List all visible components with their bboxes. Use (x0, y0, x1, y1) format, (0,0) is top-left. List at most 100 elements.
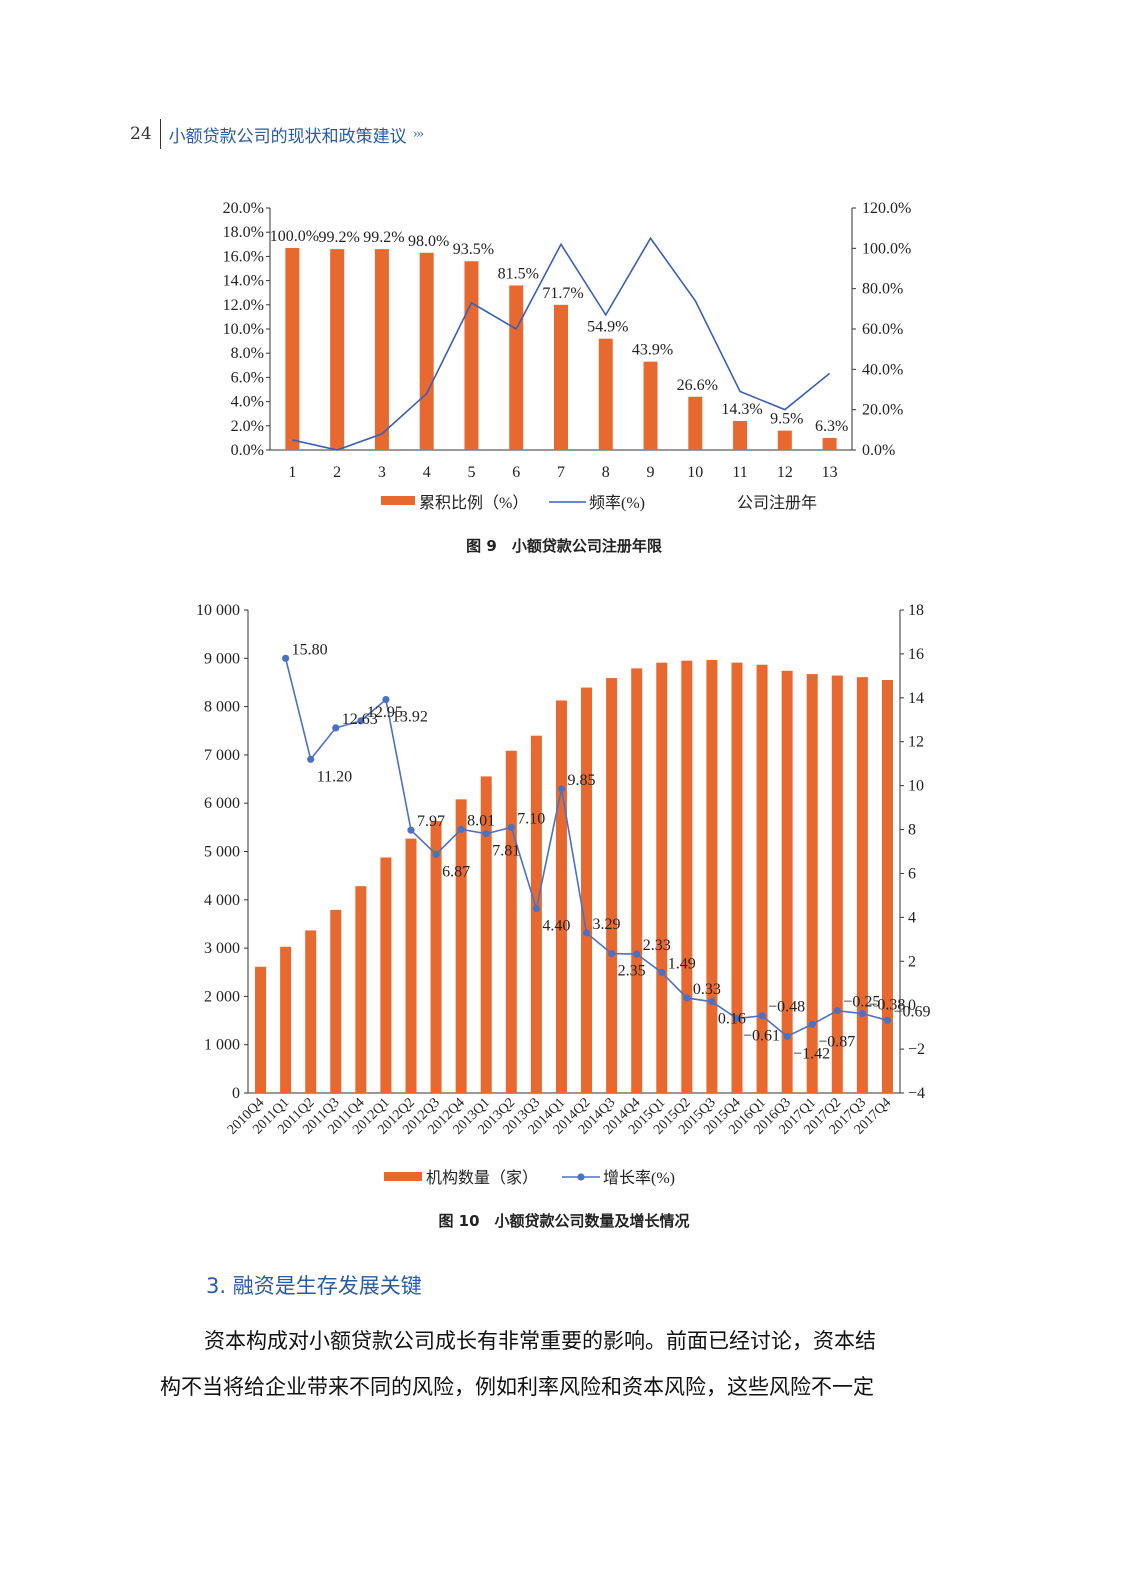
left-tick-label: 1 000 (204, 1037, 240, 1054)
bar (405, 838, 417, 1093)
x-tick-label: 4 (423, 464, 431, 481)
growth-rate-label: 6.87 (442, 863, 470, 880)
growth-rate-label: −0.38 (868, 997, 905, 1014)
left-tick-label: 10.0% (223, 321, 264, 338)
body-paragraph-line-1: 资本构成对小额贷款公司成长有非常重要的影响。前面已经讨论，资本结 (204, 1329, 876, 1353)
x-tick-label: 13 (822, 464, 838, 481)
bar-data-label: 98.0% (408, 233, 449, 250)
bar (255, 966, 267, 1093)
figure-10-caption: 图 10 小额贷款公司数量及增长情况 (438, 1212, 690, 1230)
x-tick-label: 2 (333, 464, 341, 481)
bar (831, 675, 843, 1093)
left-tick-label: 4.0% (231, 394, 264, 411)
bar-data-label: 54.9% (587, 319, 628, 336)
growth-rate-point (507, 823, 515, 831)
growth-rate-point (708, 998, 716, 1006)
bar (480, 776, 492, 1093)
bar (598, 338, 613, 450)
growth-rate-point (432, 850, 440, 858)
left-tick-label: 12.0% (223, 297, 264, 314)
right-tick-label: 8 (908, 822, 916, 839)
left-tick-label: 0 (232, 1085, 240, 1102)
bar (688, 396, 703, 450)
growth-rate-point (833, 1007, 841, 1015)
bar-data-label: 93.5% (453, 241, 494, 258)
growth-rate-point (307, 755, 315, 763)
bar (881, 679, 893, 1093)
bar-data-label: 6.3% (815, 418, 848, 435)
bar (280, 946, 292, 1093)
bar (330, 909, 342, 1093)
growth-rate-point (683, 994, 691, 1002)
growth-rate-label: −0.48 (768, 999, 805, 1016)
growth-rate-label: 0.33 (693, 981, 721, 998)
growth-rate-point (557, 785, 566, 793)
bar (554, 304, 568, 450)
bar (285, 247, 300, 450)
right-tick-label: 10 (908, 778, 924, 795)
growth-rate-label: 2.35 (618, 963, 646, 980)
growth-rate-point (733, 1014, 741, 1023)
bar-data-label: 99.2% (363, 229, 404, 246)
bar (856, 677, 868, 1093)
growth-rate-label: 2.33 (643, 937, 671, 954)
bar (355, 886, 367, 1093)
x-tick-label: 11 (732, 464, 747, 481)
right-tick-label: 12 (908, 734, 924, 751)
right-tick-label: 80.0% (862, 281, 903, 298)
growth-rate-point (532, 904, 540, 913)
left-tick-label: 16.0% (223, 248, 264, 265)
bar (822, 437, 837, 450)
growth-rate-label: −0.69 (893, 1003, 930, 1020)
growth-rate-point (883, 1016, 892, 1024)
chevron-right-icon: ››› (412, 126, 425, 142)
left-tick-label: 14.0% (223, 273, 264, 290)
x-tick-label: 12 (777, 464, 793, 481)
left-tick-label: 3 000 (204, 940, 240, 957)
right-tick-label: 16 (908, 646, 924, 663)
growth-rate-point (332, 724, 340, 732)
x-tick-label: 9 (647, 464, 655, 481)
growth-rate-label: 8.01 (467, 812, 495, 829)
running-header: 24 小额贷款公司的现状和政策建议 ››› (130, 118, 425, 150)
bar-data-label: 71.7% (542, 285, 583, 302)
x-tick-label: 1 (288, 464, 296, 481)
bar (656, 662, 668, 1093)
right-tick-label: 20.0% (862, 402, 903, 419)
bar (380, 857, 392, 1093)
legend-line-label: 频率(%) (589, 494, 645, 512)
growth-rate-label: 7.97 (417, 813, 445, 830)
running-title: 小额贷款公司的现状和政策建议 (168, 126, 407, 147)
body-paragraph-line-2: 构不当将给企业带来不同的风险，例如利率风险和资本风险，这些风险不一定 (160, 1375, 874, 1399)
figure-9-caption: 图 9 小额贷款公司注册年限 (466, 537, 662, 555)
growth-rate-label: 7.81 (492, 843, 520, 860)
right-tick-label: 40.0% (862, 361, 903, 378)
legend-line-label: 增长率(%) (603, 1169, 675, 1187)
legend-line-marker (577, 1173, 585, 1181)
growth-rate-label: 4.40 (542, 918, 570, 935)
section-heading: 3. 融资是生存发展关键 (206, 1274, 422, 1298)
bar (305, 930, 317, 1093)
growth-rate-point (758, 1012, 766, 1020)
bar (756, 664, 768, 1093)
bar-data-label: 81.5% (498, 265, 539, 282)
growth-rate-label: −0.87 (818, 1033, 855, 1050)
left-tick-label: 6.0% (231, 369, 264, 386)
bar-data-label: 26.6% (677, 377, 718, 394)
right-tick-label: 14 (908, 690, 924, 707)
right-tick-label: 60.0% (862, 321, 903, 338)
x-tick-label: 10 (687, 464, 703, 481)
growth-rate-point (482, 830, 490, 838)
growth-rate-point (633, 950, 641, 958)
left-tick-label: 18.0% (223, 224, 264, 241)
bar-data-label: 14.3% (721, 401, 762, 418)
bar (733, 420, 748, 450)
right-tick-label: 6 (908, 865, 916, 882)
left-tick-label: 8.0% (231, 345, 264, 362)
x-tick-label: 6 (512, 464, 520, 481)
bar (806, 674, 818, 1093)
growth-rate-label: 9.85 (567, 772, 595, 789)
bar (430, 821, 442, 1093)
right-tick-label: 0.0% (862, 442, 895, 459)
